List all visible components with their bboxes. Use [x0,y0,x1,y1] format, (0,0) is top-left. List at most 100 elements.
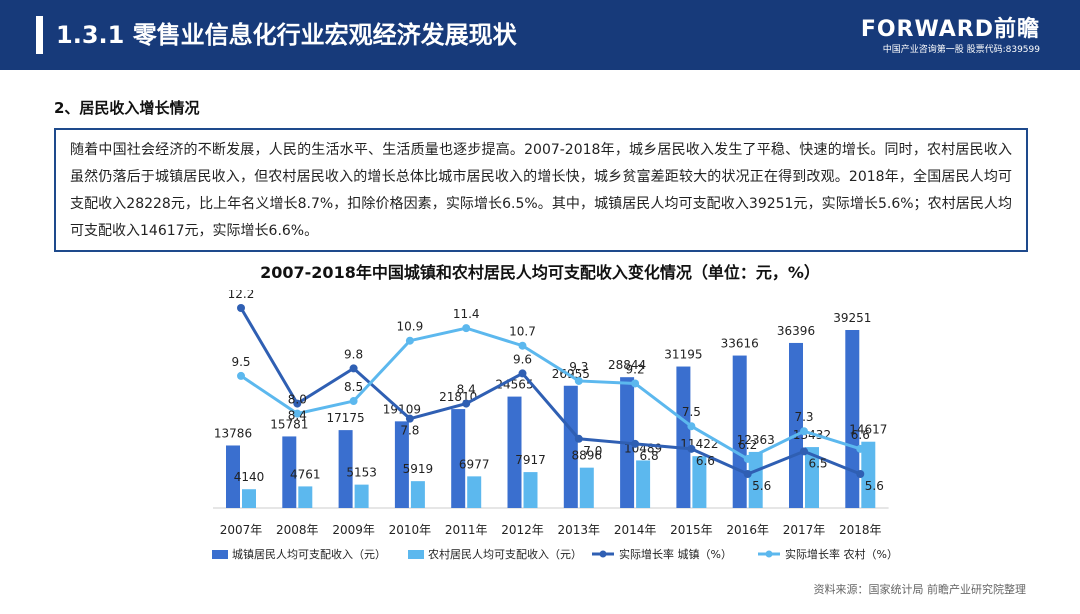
point-rural-1 [293,409,302,418]
x-tick-1: 2008年 [276,523,319,537]
x-tick-5: 2012年 [501,523,544,537]
legend-marker-urban-growth [599,550,607,558]
point-rural-3 [405,336,414,345]
point-urban-10 [800,447,808,456]
line-label-rural-3: 10.9 [397,320,424,334]
bar-rural-11 [861,441,876,508]
legend-marker-rural-growth [765,550,773,558]
line-urban-growth [239,307,861,476]
bar-rural-0 [242,489,256,508]
point-urban-4 [462,399,471,408]
bar-label-urban-10: 36396 [777,324,815,338]
line-label-rural-2: 8.5 [344,380,363,394]
bar-urban-3 [394,421,409,508]
line-label-urban-2: 9.8 [344,347,363,361]
point-rural-9 [743,454,752,463]
bar-rural-3 [410,481,425,508]
line-label-rural-7: 9.2 [626,362,645,376]
bar-label-rural-1: 4761 [290,467,321,481]
bar-label-rural-0: 4140 [234,470,265,484]
bar-urban-8 [676,366,691,508]
point-urban-6 [574,434,583,443]
point-urban-9 [743,470,752,478]
line-label-urban-6: 7.0 [583,444,602,458]
bar-label-urban-7: 28844 [608,358,646,372]
point-urban-8 [687,444,696,453]
line-label-urban-9: 5.6 [752,479,771,493]
point-rural-6 [574,376,583,385]
point-rural-0 [237,371,245,380]
bar-urban-4 [451,409,466,508]
bar-rural-4 [467,476,482,508]
bar-label-rural-6: 8896 [572,449,603,463]
page-title: 1.3.1 零售业信息化行业宏观经济发展现状 [56,21,517,49]
summary-box: 随着中国社会经济的不断发展，人民的生活水平、生活质量也逐步提高。2007-201… [54,128,1028,252]
bar-rural-1 [298,486,313,508]
bar-label-rural-4: 6977 [459,457,490,471]
line-label-rural-10: 7.3 [794,410,813,424]
x-tick-8: 2015年 [670,523,713,537]
bar-label-rural-2: 5153 [346,466,377,480]
line-label-rural-4: 11.4 [453,307,480,321]
bar-label-urban-9: 33616 [721,337,759,351]
summary-paragraph: 随着中国社会经济的不断发展，人民的生活水平、生活质量也逐步提高。2007-201… [70,142,1012,239]
point-urban-5 [518,369,527,378]
point-urban-0 [237,304,245,312]
bar-urban-2 [338,430,353,508]
bar-urban-5 [507,396,522,508]
chart-title: 2007-2018年中国城镇和农村居民人均可支配收入变化情况（单位：元，%） [260,263,820,282]
point-urban-7 [631,439,640,448]
bar-urban-6 [563,385,578,508]
line-label-rural-11: 6.6 [851,428,870,442]
bar-rural-8 [692,456,707,508]
legend-label-rural-income: 农村居民人均可支配收入（元） [428,547,582,561]
section-heading: 2、居民收入增长情况 [54,99,200,117]
bar-label-urban-2: 17175 [327,411,365,425]
line-label-urban-10: 6.5 [808,456,827,470]
x-tick-4: 2011年 [445,523,488,537]
line-label-urban-1: 8.4 [288,409,307,423]
bar-urban-1 [282,436,297,508]
line-label-urban-3: 7.8 [400,424,419,438]
bar-label-rural-9: 12363 [737,433,775,447]
point-urban-1 [293,399,302,408]
line-label-rural-1: 8.0 [288,393,307,407]
brand-tagline: 中国产业咨询第一股 股票代码:839599 [882,45,1040,55]
x-tick-6: 2013年 [558,523,601,537]
point-rural-2 [349,397,358,406]
line-rural-growth [240,326,861,461]
bar-rural-10 [805,447,819,508]
bar-urban-11 [845,330,860,508]
bar-label-urban-3: 19109 [383,402,421,416]
x-tick-0: 2007年 [220,523,263,537]
bar-label-urban-8: 31195 [664,348,702,362]
point-urban-11 [856,470,865,478]
legend-swatch-rural-income [408,550,424,559]
bar-rural-7 [636,460,651,508]
line-label-urban-8: 6.6 [696,454,715,468]
line-label-rural-9: 6.2 [738,438,757,452]
bar-label-rural-3: 5919 [403,462,434,476]
line-label-urban-5: 9.6 [513,352,532,366]
line-label-urban-0: 12.2 [228,290,255,301]
point-rural-7 [631,379,640,388]
x-tick-11: 2018年 [839,523,882,537]
line-label-urban-11: 5.6 [865,479,884,493]
bar-label-urban-0: 13786 [214,426,252,440]
bar-urban-10 [789,342,803,508]
line-label-urban-7: 6.8 [640,449,659,463]
bar-label-urban-1: 15781 [270,417,308,431]
brand-logo: FORWARD前瞻 [860,17,1040,42]
line-label-urban-4: 8.4 [457,383,476,397]
line-label-rural-5: 10.7 [509,325,536,339]
x-tick-10: 2017年 [783,523,826,537]
bar-rural-5 [523,472,538,508]
legend-swatch-urban-income [212,550,228,559]
line-label-rural-6: 9.3 [569,360,588,374]
point-urban-3 [405,414,414,423]
line-label-rural-8: 7.5 [682,405,701,419]
point-rural-11 [856,444,865,453]
bar-rural-2 [354,484,369,508]
data-source: 资料来源：国家统计局 前瞻产业研究院整理 [813,583,1027,596]
bar-rural-6 [579,467,594,508]
